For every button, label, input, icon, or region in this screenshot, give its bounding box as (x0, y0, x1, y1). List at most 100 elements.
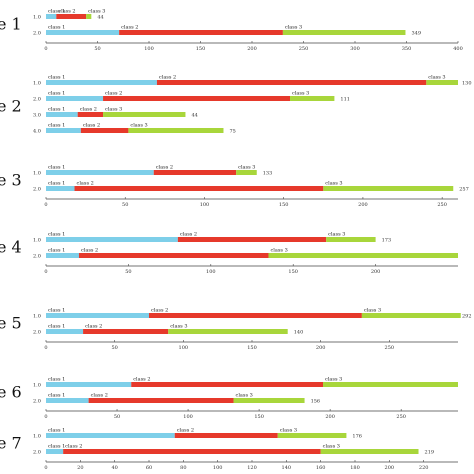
segment-label: class 3 (236, 393, 253, 399)
bar-segment-class-3 (277, 433, 347, 438)
x-tick-label: 180 (350, 465, 360, 471)
segment-label: class 1 (48, 91, 65, 97)
segment-label: class 2 (151, 308, 168, 314)
bar-segment-class-2 (78, 253, 269, 258)
bar-segment-class-3 (361, 313, 461, 318)
row-total-label: 349 (411, 31, 421, 37)
row-label: 2.0 (33, 399, 41, 405)
row-label: 2.0 (33, 187, 41, 193)
segment-label: class 1 (48, 308, 65, 314)
bar-segment-class-1 (46, 112, 78, 117)
bar-segment-class-3 (326, 237, 376, 242)
bar-segment-class-2 (77, 112, 104, 117)
segment-label: class 3 (364, 308, 381, 314)
x-tick-label: 200 (371, 269, 381, 275)
bar-segment-class-2 (153, 170, 237, 175)
row-total-label: 292 (462, 314, 472, 320)
x-tick-label: 350 (402, 46, 412, 52)
segment-label: class 1 (48, 428, 65, 434)
bar-segment-class-1 (46, 80, 157, 85)
x-tick-label: 100 (183, 414, 193, 420)
bar-segment-class-3 (426, 80, 458, 85)
row-total-label: 44 (97, 15, 103, 21)
segment-label: class 2 (105, 91, 122, 97)
bar-segment-class-1 (46, 170, 154, 175)
x-tick-label: 200 (247, 46, 257, 52)
row-total-label: 130 (462, 81, 472, 87)
segment-label: class 1 (48, 393, 65, 399)
x-tick-label: 250 (437, 202, 447, 208)
x-tick-label: 50 (125, 269, 131, 275)
segment-label: class 2 (85, 324, 102, 330)
x-tick-label: 120 (247, 465, 257, 471)
x-tick-label: 100 (213, 465, 223, 471)
segment-label: class 2 (180, 232, 197, 238)
segment-label: class 1 (48, 444, 65, 450)
x-tick-label: 150 (196, 46, 206, 52)
row-label: 1.0 (33, 383, 41, 389)
x-tick-label: 150 (254, 414, 264, 420)
segment-label: class 2 (83, 123, 100, 129)
row-label: 2.0 (33, 450, 41, 456)
bar-segment-class-1 (46, 14, 57, 19)
bar-segment-class-2 (63, 449, 321, 454)
segment-label: class 3 (323, 444, 340, 450)
row-total-label: 140 (294, 330, 304, 336)
row-label: 2.0 (33, 97, 41, 103)
bar-segment-class-2 (149, 313, 362, 318)
panel-label: e 7 (0, 434, 22, 453)
bar-segment-class-3 (323, 186, 454, 191)
bar-segment-class-1 (46, 96, 104, 101)
segment-label: class 1 (48, 165, 65, 171)
bar-segment-class-2 (156, 80, 427, 85)
x-tick-label: 150 (288, 269, 298, 275)
bar-segment-class-3 (128, 128, 224, 133)
segment-label: class 1 (48, 25, 65, 31)
bar-segment-class-3 (290, 96, 335, 101)
x-tick-label: 200 (385, 465, 395, 471)
bar-segment-class-3 (103, 112, 186, 117)
segment-label: class 3 (280, 428, 297, 434)
x-tick-label: 200 (325, 414, 335, 420)
x-tick-label: 0 (44, 414, 47, 420)
bar-segment-class-2 (56, 14, 87, 19)
x-tick-label: 150 (247, 345, 257, 351)
x-tick-label: 400 (453, 46, 463, 52)
segment-label: class 2 (91, 393, 108, 399)
x-tick-label: 250 (385, 345, 395, 351)
segment-label: class 2 (80, 107, 97, 113)
segment-label: class 3 (325, 377, 342, 383)
segment-label: class 2 (133, 377, 150, 383)
x-tick-label: 150 (279, 202, 289, 208)
bar-segment-class-1 (46, 186, 75, 191)
segment-label: class 2 (81, 248, 98, 254)
bar-segment-class-1 (46, 449, 64, 454)
segment-label: class 3 (285, 25, 302, 31)
x-tick-label: 100 (144, 46, 154, 52)
segment-label: class 1 (48, 232, 65, 238)
segment-label: class 2 (58, 9, 75, 15)
segment-label: class 1 (48, 248, 65, 254)
panel-label: e 3 (0, 171, 22, 190)
row-total-label: 75 (229, 129, 235, 135)
x-tick-label: 50 (111, 345, 117, 351)
bar-segment-class-2 (80, 128, 129, 133)
bar-segment-class-2 (177, 237, 327, 242)
bar-segment-class-3 (323, 382, 458, 387)
segment-label: class 3 (428, 75, 445, 81)
bar-segment-class-1 (46, 433, 175, 438)
segment-label: class 2 (177, 428, 194, 434)
segment-label: class 3 (170, 324, 187, 330)
panel-label: e 2 (0, 97, 22, 116)
segment-label: class 3 (238, 165, 255, 171)
bar-segment-class-3 (236, 170, 257, 175)
segment-label: class 3 (88, 9, 105, 15)
bar-segment-class-2 (131, 382, 324, 387)
row-total-label: 111 (340, 97, 350, 103)
segment-label: class 3 (325, 181, 342, 187)
x-tick-label: 60 (146, 465, 152, 471)
x-tick-label: 50 (94, 46, 100, 52)
bar-segment-class-3 (168, 329, 288, 334)
x-tick-label: 300 (350, 46, 360, 52)
